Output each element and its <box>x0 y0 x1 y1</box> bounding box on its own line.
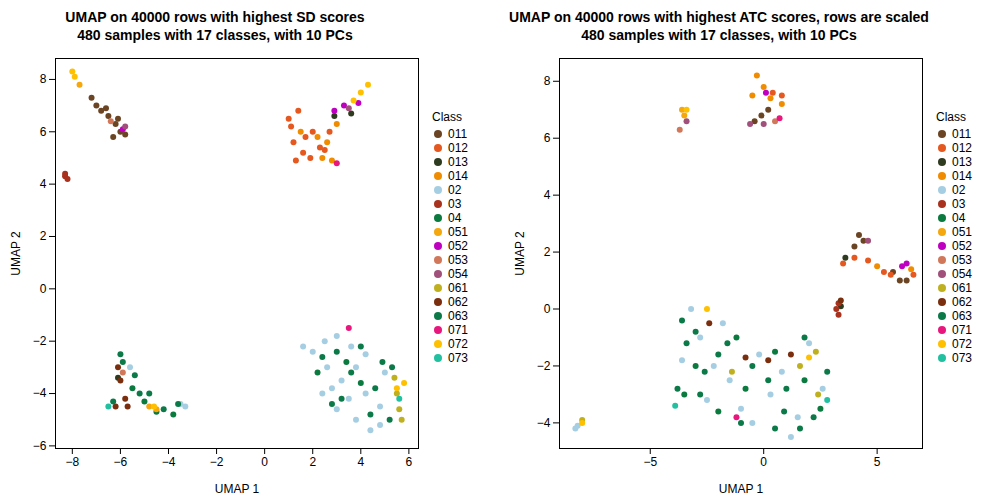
svg-text:0: 0 <box>40 282 47 296</box>
svg-text:2: 2 <box>309 455 316 469</box>
html-text:063: 063 <box>448 309 468 323</box>
html-text:052: 052 <box>448 239 468 253</box>
html-text:014: 014 <box>448 169 468 183</box>
svg-text:8: 8 <box>544 74 551 88</box>
svg-text:2: 2 <box>544 245 551 259</box>
html-text:013: 013 <box>448 155 468 169</box>
html-text:061: 061 <box>952 281 972 295</box>
svg-text:−4: −4 <box>537 416 551 430</box>
svg-text:4: 4 <box>40 177 47 191</box>
svg-text:2: 2 <box>40 229 47 243</box>
svg-text:0: 0 <box>760 455 767 469</box>
svg-text:−2: −2 <box>33 334 47 348</box>
html-text:061: 061 <box>448 281 468 295</box>
html-text:012: 012 <box>448 141 468 155</box>
svg-text:UMAP 2: UMAP 2 <box>9 231 23 276</box>
html-text:011: 011 <box>448 127 468 141</box>
html-text:071: 071 <box>448 323 468 337</box>
svg-text:4: 4 <box>357 455 364 469</box>
svg-text:0: 0 <box>544 302 551 316</box>
html-text:052: 052 <box>952 239 972 253</box>
html-text:02: 02 <box>952 183 966 197</box>
html-text:012: 012 <box>952 141 972 155</box>
html-text:072: 072 <box>952 337 972 351</box>
html-text:014: 014 <box>952 169 972 183</box>
html-text:Class: Class <box>936 110 966 124</box>
html-text:054: 054 <box>952 267 972 281</box>
html-text:062: 062 <box>952 295 972 309</box>
html-text:071: 071 <box>952 323 972 337</box>
svg-text:−5: −5 <box>643 455 657 469</box>
html-text:051: 051 <box>952 225 972 239</box>
html-text:011: 011 <box>952 127 972 141</box>
html-text:063: 063 <box>952 309 972 323</box>
svg-text:6: 6 <box>544 131 551 145</box>
svg-text:UMAP 2: UMAP 2 <box>513 231 527 276</box>
html-text:UMAP on 40000 rows with highes: UMAP on 40000 rows with highest SD score… <box>65 9 365 25</box>
html-text:013: 013 <box>952 155 972 169</box>
svg-text:−4: −4 <box>33 386 47 400</box>
svg-text:−8: −8 <box>65 455 79 469</box>
html-text:073: 073 <box>448 351 468 365</box>
html-text:480 samples with 17 classes, w: 480 samples with 17 classes, with 10 PCs <box>77 27 353 43</box>
svg-text:−2: −2 <box>210 455 224 469</box>
html-text:04: 04 <box>448 211 462 225</box>
svg-text:−6: −6 <box>114 455 128 469</box>
svg-text:5: 5 <box>874 455 881 469</box>
svg-text:0: 0 <box>261 455 268 469</box>
html-text:053: 053 <box>448 253 468 267</box>
html-text:03: 03 <box>952 197 966 211</box>
svg-text:−4: −4 <box>162 455 176 469</box>
html-text:054: 054 <box>448 267 468 281</box>
svg-text:−2: −2 <box>537 359 551 373</box>
html-text:04: 04 <box>952 211 966 225</box>
html-text:053: 053 <box>952 253 972 267</box>
html-text:UMAP on 40000 rows with highes: UMAP on 40000 rows with highest ATC scor… <box>509 9 929 25</box>
html-text:02: 02 <box>448 183 462 197</box>
html-text:073: 073 <box>952 351 972 365</box>
svg-text:6: 6 <box>406 455 413 469</box>
html-text:051: 051 <box>448 225 468 239</box>
svg-text:UMAP 1: UMAP 1 <box>215 482 260 496</box>
html-text:Class: Class <box>432 110 462 124</box>
svg-text:8: 8 <box>40 72 47 86</box>
html-text:072: 072 <box>448 337 468 351</box>
html-text:03: 03 <box>448 197 462 211</box>
svg-text:6: 6 <box>40 125 47 139</box>
svg-text:UMAP 1: UMAP 1 <box>719 482 764 496</box>
html-text:480 samples with 17 classes, w: 480 samples with 17 classes, with 10 PCs <box>581 27 857 43</box>
html-text:062: 062 <box>448 295 468 309</box>
svg-text:−6: −6 <box>33 439 47 453</box>
svg-text:4: 4 <box>544 188 551 202</box>
